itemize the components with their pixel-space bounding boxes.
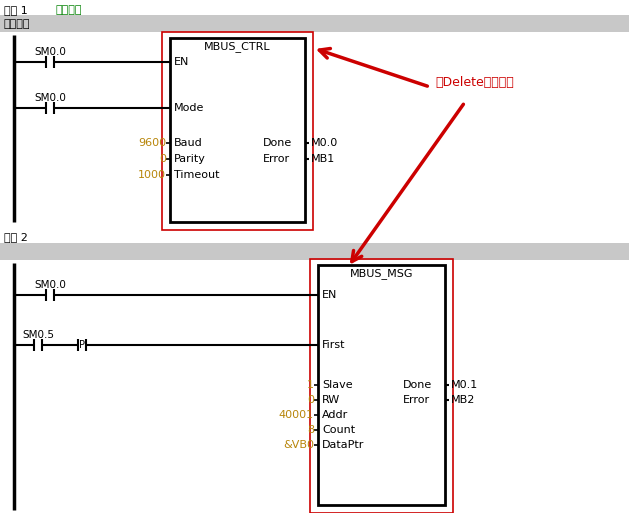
Text: Done: Done [263,138,292,148]
Text: 网络 2: 网络 2 [4,232,28,242]
Text: MB1: MB1 [311,154,335,164]
Text: M0.1: M0.1 [451,380,478,390]
Text: EN: EN [174,57,189,67]
Bar [170,38,305,222]
Text: &VB0: &VB0 [283,440,314,450]
Text: MB2: MB2 [451,395,476,405]
Text: 按Delete删除指令: 按Delete删除指令 [435,75,514,89]
Text: MBUS_CTRL: MBUS_CTRL [204,42,271,52]
Text: 网络 1: 网络 1 [4,5,28,15]
Bar [162,32,313,230]
Text: EN: EN [322,290,337,300]
Text: 网络注释: 网络注释 [4,19,30,29]
Text: 0: 0 [159,154,166,164]
Text: Baud: Baud [174,138,203,148]
Text: Error: Error [263,154,290,164]
Bar [0,15,629,32]
Text: SM0.0: SM0.0 [34,93,66,103]
Text: SM0.5: SM0.5 [22,330,54,340]
Text: Count: Count [322,425,355,435]
Text: 9600: 9600 [138,138,166,148]
Text: Done: Done [403,380,432,390]
Text: MBUS_MSG: MBUS_MSG [350,268,413,280]
Text: RW: RW [322,395,340,405]
Text: Timeout: Timeout [174,170,220,180]
Text: 0: 0 [307,395,314,405]
Text: Addr: Addr [322,410,348,420]
Bar [310,259,453,513]
Text: Mode: Mode [174,103,204,113]
Text: Parity: Parity [174,154,206,164]
Text: Error: Error [403,395,430,405]
Text: 40001: 40001 [279,410,314,420]
Text: 1: 1 [307,380,314,390]
Text: P: P [79,340,85,350]
Text: Slave: Slave [322,380,353,390]
Text: 网络标题: 网络标题 [55,5,82,15]
Bar [0,243,629,260]
Text: SM0.0: SM0.0 [34,47,66,57]
Text: First: First [322,340,345,350]
Bar [318,265,445,505]
Text: M0.0: M0.0 [311,138,338,148]
Text: 1000: 1000 [138,170,166,180]
Text: 8: 8 [307,425,314,435]
Text: SM0.0: SM0.0 [34,280,66,290]
Text: DataPtr: DataPtr [322,440,364,450]
